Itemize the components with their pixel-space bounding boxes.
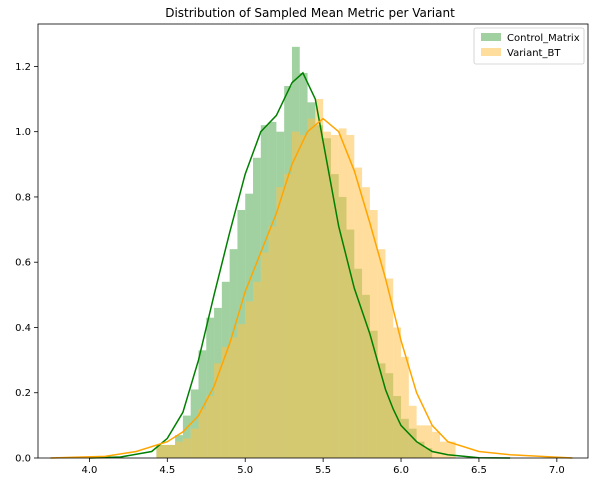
bar-variant-bt-31: [408, 405, 417, 458]
bar-variant-bt-19: [315, 99, 324, 458]
chart-title: Distribution of Sampled Mean Metric per …: [165, 6, 455, 20]
legend-label-variant-bt: Variant_BT: [507, 48, 561, 59]
y-tick-label: 1.0: [15, 127, 31, 138]
bar-variant-bt-15: [284, 174, 292, 458]
bar-control-matrix-3: [190, 389, 199, 458]
bar-variant-bt-30: [401, 356, 409, 458]
legend-swatch-control-matrix: [481, 33, 501, 41]
y-tick-label: 0.2: [15, 388, 31, 399]
bar-variant-bt-9: [237, 324, 246, 458]
bar-variant-bt-27: [377, 249, 386, 458]
bar-variant-bt-2: [182, 438, 191, 458]
bar-control-matrix-2: [182, 415, 191, 458]
bar-variant-bt-20: [323, 131, 331, 458]
x-tick-label: 6.0: [393, 465, 409, 476]
bar-variant-bt-28: [385, 278, 394, 458]
kde-line-control-matrix: [89, 71, 511, 459]
bar-variant-bt-14: [276, 187, 285, 458]
x-tick-label: 4.0: [81, 465, 97, 476]
legend-label-control-matrix: Control_Matrix: [507, 33, 580, 44]
bar-variant-bt-29: [393, 327, 402, 458]
bar-variant-bt-6: [214, 363, 222, 458]
bar-control-matrix-4: [198, 350, 207, 458]
x-tick-label: 5.5: [315, 465, 331, 476]
bar-variant-bt-7: [221, 347, 230, 458]
bar-variant-bt-24: [354, 167, 363, 458]
plot-kde-lines: [50, 71, 573, 459]
y-tick-label: 0.6: [15, 258, 31, 269]
kde-line-variant-bt: [50, 117, 573, 459]
y-axis: 0.0 0.2 0.4 0.6 0.8 1.0 1.2: [15, 62, 38, 465]
bar-variant-bt-5: [206, 396, 215, 458]
bar-variant-bt-22: [338, 128, 347, 458]
bar-variant-bt-17: [299, 134, 308, 458]
plot-bars: [156, 46, 456, 459]
bar-variant-bt-1: [175, 441, 183, 458]
bar-variant-bt-4: [198, 409, 207, 458]
bar-variant-bt-11: [253, 281, 261, 458]
legend-swatch-variant-bt: [481, 48, 501, 56]
bar-variant-bt-12: [260, 252, 269, 458]
plot-frame: [37, 23, 589, 459]
bar-variant-bt-0: [156, 444, 176, 458]
y-tick-label: 1.2: [15, 62, 31, 73]
bar-variant-bt-16: [291, 131, 300, 458]
x-axis: 4.0 4.5 5.0 5.5 6.0 6.5 7.0: [81, 458, 565, 476]
bar-variant-bt-23: [346, 134, 355, 458]
x-tick-label: 7.0: [549, 465, 565, 476]
bar-variant-bt-32: [416, 425, 433, 458]
y-tick-label: 0.4: [15, 323, 31, 334]
bar-variant-bt-13: [268, 226, 277, 458]
bar-variant-bt-18: [307, 118, 316, 458]
bar-control-matrix-5: [206, 317, 215, 458]
bar-variant-bt-33: [432, 431, 440, 458]
bar-variant-bt-10: [245, 301, 254, 458]
x-tick-label: 5.0: [237, 465, 253, 476]
x-tick-label: 6.5: [471, 465, 487, 476]
legend: Control_Matrix Variant_BT: [473, 27, 585, 65]
y-tick-label: 0.0: [15, 454, 31, 465]
y-tick-label: 0.8: [15, 192, 31, 203]
legend-box: [473, 27, 585, 65]
bar-variant-bt-8: [229, 337, 238, 458]
x-tick-label: 4.5: [159, 465, 175, 476]
bar-variant-bt-21: [330, 134, 339, 458]
bar-variant-bt-26: [369, 210, 378, 458]
bar-variant-bt-3: [190, 428, 199, 458]
